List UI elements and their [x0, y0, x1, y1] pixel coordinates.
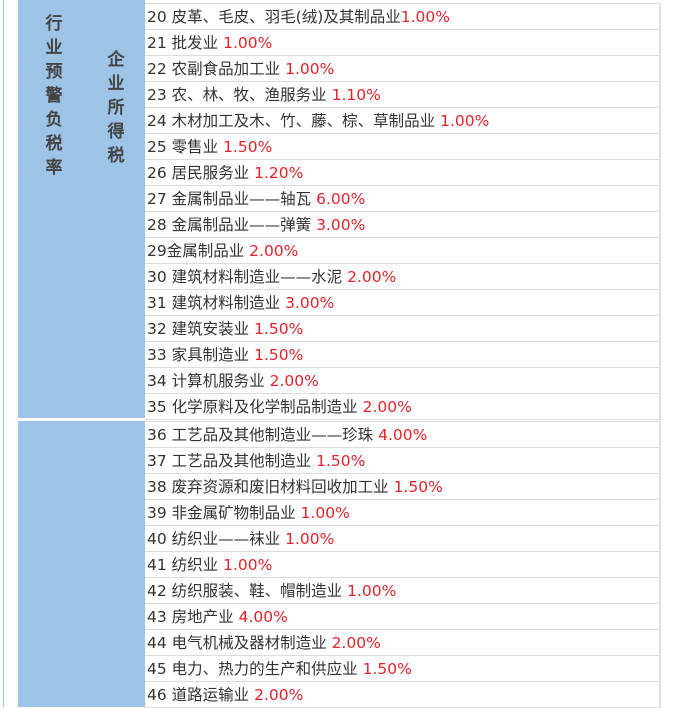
tax-rate: 1.50%	[362, 660, 412, 678]
tax-rate: 2.00%	[254, 686, 304, 704]
industry-name: 36 工艺品及其他制造业——珍珠	[147, 426, 379, 444]
table-row: 35 化学原料及化学制品制造业 2.00%	[145, 394, 659, 420]
industry-name: 27 金属制品业——轴瓦	[147, 190, 317, 208]
table-row: 33 家具制造业 1.50%	[145, 342, 659, 368]
table-row: 39 非金属矿物制品业 1.00%	[145, 500, 659, 526]
table-row: 41 纺织业 1.00%	[145, 552, 659, 578]
industry-name: 30 建筑材料制造业——水泥	[147, 268, 348, 286]
table-row: 29金属制品业 2.00%	[145, 238, 659, 264]
category-label: 行业预警负税率	[45, 14, 63, 178]
industry-name: 33 家具制造业	[147, 346, 255, 364]
tax-rate: 1.00%	[285, 60, 335, 78]
tax-rate: 2.00%	[362, 398, 412, 416]
table-row: 27 金属制品业——轴瓦 6.00%	[145, 186, 659, 212]
tax-rate: 1.00%	[347, 582, 397, 600]
tax-rate: 1.50%	[223, 138, 273, 156]
tax-type-label: 企业所得税	[107, 50, 125, 166]
table-row: 46 道路运输业 2.00%	[145, 682, 659, 708]
table-row: 43 房地产业 4.00%	[145, 604, 659, 630]
table-row: 34 计算机服务业 2.00%	[145, 368, 659, 394]
industry-name: 26 居民服务业	[147, 164, 255, 182]
tax-rate: 1.20%	[254, 164, 304, 182]
table-row: 24 木材加工及木、竹、藤、棕、草制品业 1.00%	[145, 108, 659, 134]
tax-rate: 3.00%	[285, 294, 335, 312]
table-row: 38 废弃资源和废旧材料回收加工业 1.50%	[145, 474, 659, 500]
industry-name: 44 电气机械及器材制造业	[147, 634, 332, 652]
tax-rate: 2.00%	[331, 634, 381, 652]
tax-rate: 1.50%	[316, 452, 366, 470]
tax-rate: 1.00%	[300, 504, 350, 522]
table-row: 25 零售业 1.50%	[145, 134, 659, 160]
industry-name: 35 化学原料及化学制品制造业	[147, 398, 363, 416]
table-row: 32 建筑安装业 1.50%	[145, 316, 659, 342]
industry-name: 46 道路运输业	[147, 686, 255, 704]
table-row: 23 农、林、牧、渔服务业 1.10%	[145, 82, 659, 108]
tax-rate: 1.10%	[331, 86, 381, 104]
table-row: 26 居民服务业 1.20%	[145, 160, 659, 186]
table-row: 22 农副食品加工业 1.00%	[145, 56, 659, 82]
table-row: 21 批发业 1.00%	[145, 30, 659, 56]
table-row: 45 电力、热力的生产和供应业 1.50%	[145, 656, 659, 682]
table-row: 40 纺织业——袜业 1.00%	[145, 526, 659, 552]
industry-name: 42 纺织服装、鞋、帽制造业	[147, 582, 348, 600]
tax-rate: 1.50%	[393, 478, 443, 496]
industry-name: 37 工艺品及其他制造业	[147, 452, 317, 470]
industry-name: 28 金属制品业——弹簧	[147, 216, 317, 234]
industry-name: 41 纺织业	[147, 556, 224, 574]
table-row: 30 建筑材料制造业——水泥 2.00%	[145, 264, 659, 290]
table-row: 37 工艺品及其他制造业 1.50%	[145, 448, 659, 474]
table-left-border	[3, 0, 4, 707]
industry-name: 29金属制品业	[147, 242, 250, 260]
industry-name: 43 房地产业	[147, 608, 239, 626]
industry-name: 21 批发业	[147, 34, 224, 52]
tax-rate: 2.00%	[347, 268, 397, 286]
tax-rate: 1.00%	[400, 8, 450, 26]
table-row: 36 工艺品及其他制造业——珍珠 4.00%	[145, 421, 659, 448]
industry-name: 23 农、林、牧、渔服务业	[147, 86, 332, 104]
industry-name: 25 零售业	[147, 138, 224, 156]
industry-name: 22 农副食品加工业	[147, 60, 286, 78]
tax-rate: 1.00%	[285, 530, 335, 548]
industry-name: 40 纺织业——袜业	[147, 530, 286, 548]
tax-rate: 3.00%	[316, 216, 366, 234]
header-cell-upper	[18, 0, 145, 418]
industry-name: 31 建筑材料制造业	[147, 294, 286, 312]
industry-name: 34 计算机服务业	[147, 372, 270, 390]
tax-rate: 1.00%	[223, 556, 273, 574]
industry-name: 39 非金属矿物制品业	[147, 504, 301, 522]
header-cell-lower	[18, 421, 145, 707]
table-row: 20 皮革、毛皮、羽毛(绒)及其制品业1.00%	[145, 3, 659, 30]
industry-name: 24 木材加工及木、竹、藤、棕、草制品业	[147, 112, 441, 130]
rate-list-section-1: 20 皮革、毛皮、羽毛(绒)及其制品业1.00% 21 批发业 1.00% 22 农…	[145, 3, 661, 420]
tax-rate: 1.50%	[254, 320, 304, 338]
table-row: 42 纺织服装、鞋、帽制造业 1.00%	[145, 578, 659, 604]
table-row: 28 金属制品业——弹簧 3.00%	[145, 212, 659, 238]
rate-list-section-2: 36 工艺品及其他制造业——珍珠 4.00% 37 工艺品及其他制造业 1.50%…	[145, 421, 661, 708]
table-row: 31 建筑材料制造业 3.00%	[145, 290, 659, 316]
tax-rate: 6.00%	[316, 190, 366, 208]
industry-name: 20 皮革、毛皮、羽毛(绒)及其制品业	[147, 8, 401, 26]
tax-rate: 1.00%	[440, 112, 490, 130]
industry-name: 32 建筑安装业	[147, 320, 255, 338]
industry-name: 38 废弃资源和废旧材料回收加工业	[147, 478, 394, 496]
table-row: 44 电气机械及器材制造业 2.00%	[145, 630, 659, 656]
tax-rate: 2.00%	[269, 372, 319, 390]
tax-rate: 4.00%	[378, 426, 428, 444]
tax-rate: 1.50%	[254, 346, 304, 364]
tax-rate: 4.00%	[238, 608, 288, 626]
tax-rate: 1.00%	[223, 34, 273, 52]
industry-name: 45 电力、热力的生产和供应业	[147, 660, 363, 678]
tax-rate: 2.00%	[249, 242, 299, 260]
